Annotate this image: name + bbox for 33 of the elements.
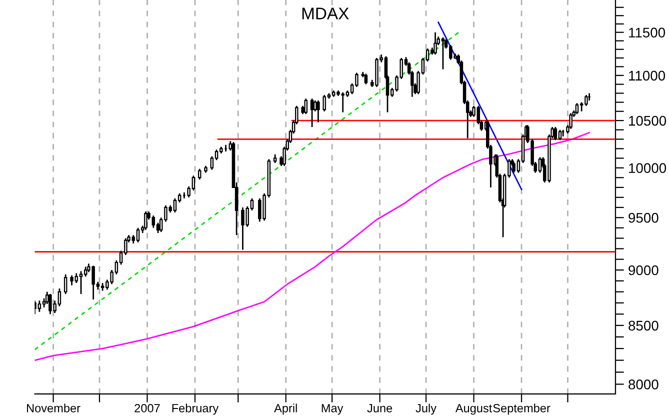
candlestick <box>84 266 88 278</box>
y-tick-label: 10500 <box>629 116 666 126</box>
candlestick <box>558 129 562 141</box>
candlestick <box>575 102 579 115</box>
candlestick <box>569 112 572 130</box>
x-tick-label: June <box>367 404 392 412</box>
y-tick-label: 8000 <box>628 380 658 390</box>
y-tick-label: 8500 <box>628 320 658 331</box>
y-tick-label: 10000 <box>629 163 666 174</box>
x-tick-label: April <box>274 404 297 415</box>
candlestick <box>364 72 368 85</box>
x-tick-label: 2007 <box>134 404 160 412</box>
x-tick-label: May <box>322 404 344 415</box>
candlestick <box>310 98 314 128</box>
chart-title: MDAX <box>302 8 349 20</box>
y-tick-label: 9500 <box>628 212 658 223</box>
y-tick-label: 11500 <box>629 28 666 38</box>
candlestick <box>554 126 558 141</box>
candlestick <box>304 98 308 115</box>
x-tick-label: July <box>416 404 436 415</box>
y-tick-label: 9000 <box>628 265 658 276</box>
x-tick-label: February <box>172 404 219 415</box>
candlestick <box>198 168 202 180</box>
candlestick <box>38 300 42 313</box>
x-tick-label: September <box>493 404 550 415</box>
candlestick <box>434 32 437 56</box>
candlestick <box>64 274 68 295</box>
y-tick-label: 11000 <box>629 70 666 81</box>
x-tick-label: August <box>455 404 492 415</box>
candlestick <box>316 100 320 124</box>
line-series <box>34 132 590 361</box>
candlestick <box>144 210 148 231</box>
x-tick-label: November <box>27 404 80 412</box>
